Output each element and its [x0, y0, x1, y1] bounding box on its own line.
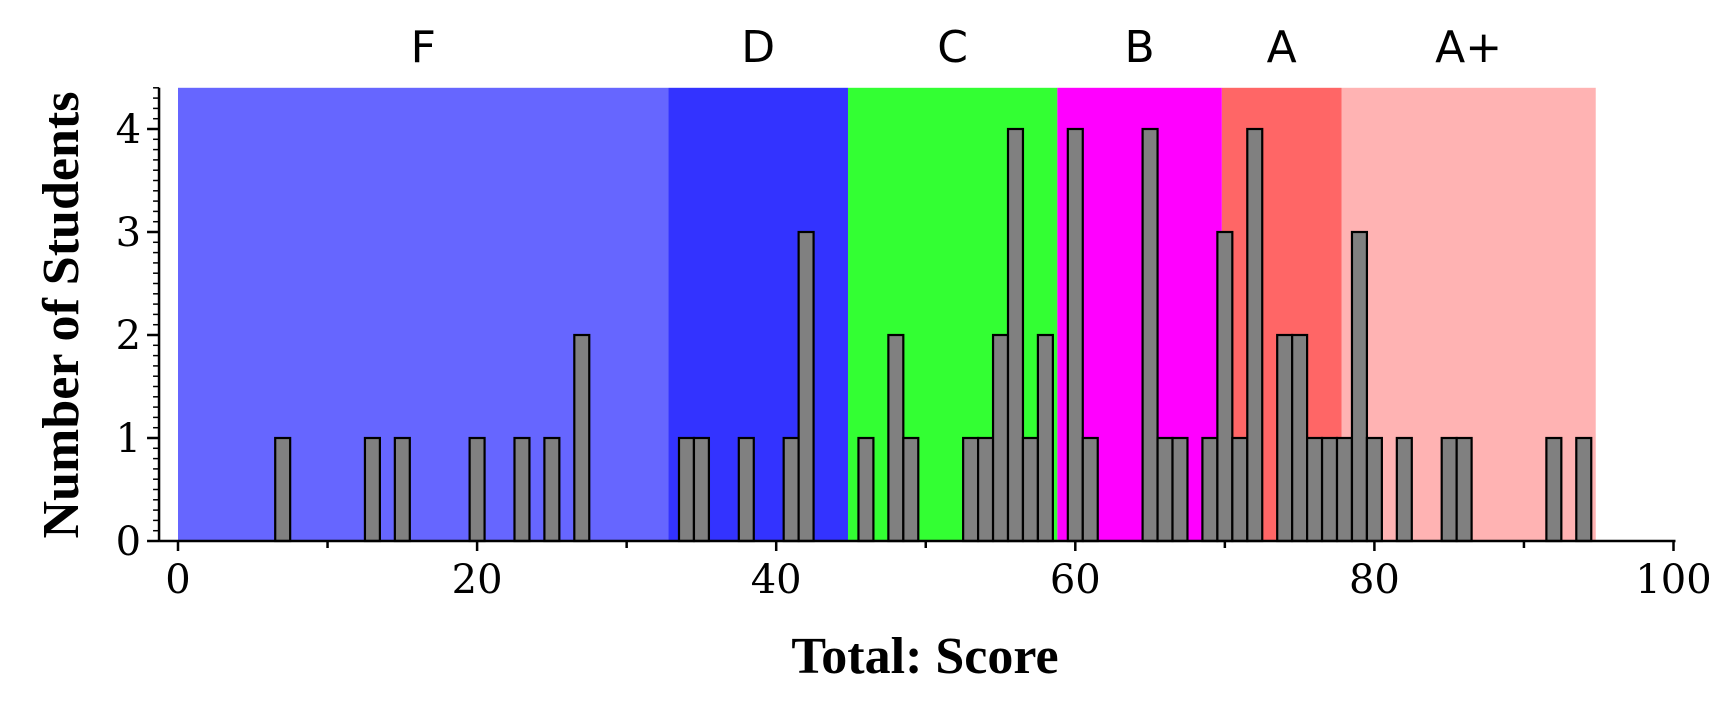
bar-74	[1276, 333, 1294, 543]
bar-55	[991, 333, 1010, 543]
x-tick-label-0: 0	[165, 557, 190, 603]
y-axis-title: Number of Students	[33, 92, 90, 539]
y-tick-label-2: 2	[116, 313, 141, 359]
bar-69	[1201, 436, 1219, 543]
bar-78	[1335, 436, 1354, 543]
bar-34	[677, 436, 696, 543]
grade-label-c: C	[937, 22, 968, 73]
bar-46	[857, 436, 875, 543]
bar-76	[1306, 436, 1324, 543]
bar-67	[1171, 436, 1189, 543]
bar-85	[1440, 436, 1458, 543]
y-tick-label-0: 0	[116, 519, 141, 565]
y-tick-label-3: 3	[116, 210, 141, 256]
bar-27	[573, 333, 591, 543]
bar-82	[1395, 436, 1413, 543]
bar-60	[1066, 127, 1084, 543]
grade-label-a: A	[1267, 22, 1297, 73]
x-tick-label-60: 60	[1050, 557, 1101, 603]
bar-58	[1036, 333, 1054, 543]
grade-label-d: D	[741, 22, 775, 73]
grade-band-f	[178, 87, 669, 542]
bar-70	[1216, 230, 1234, 543]
bar-49	[902, 436, 920, 543]
grade-labels: F D C B A A+	[411, 22, 1502, 73]
bar-7	[274, 436, 292, 543]
bar-75	[1291, 333, 1309, 543]
bar-92	[1545, 436, 1563, 543]
bar-80	[1365, 436, 1383, 543]
bar-53	[962, 436, 980, 543]
bar-77	[1320, 436, 1339, 543]
bar-72	[1246, 127, 1264, 543]
grade-label-b: B	[1125, 22, 1155, 73]
bar-35	[692, 436, 711, 543]
bar-71	[1231, 436, 1249, 543]
bar-86	[1455, 436, 1473, 543]
bar-54	[976, 436, 995, 543]
bar-94	[1575, 436, 1593, 543]
bar-13	[363, 436, 381, 543]
x-axis-title: Total: Score	[791, 628, 1058, 685]
bar-20	[468, 436, 486, 543]
bar-38	[737, 436, 755, 543]
x-tick-label-80: 80	[1349, 557, 1400, 603]
bar-79	[1350, 230, 1369, 543]
grade-bands	[178, 87, 1596, 542]
x-tick-label-40: 40	[751, 557, 802, 603]
y-tick-label-4: 4	[116, 107, 141, 153]
bar-56	[1006, 127, 1025, 543]
x-tick-label-100: 100	[1635, 557, 1711, 603]
bar-65	[1141, 127, 1159, 543]
bar-15	[393, 436, 411, 543]
bar-57	[1021, 436, 1040, 543]
bar-61	[1081, 436, 1099, 543]
bar-48	[887, 333, 905, 543]
bar-25	[543, 436, 561, 543]
x-tick-label-20: 20	[452, 557, 503, 603]
bar-41	[782, 436, 800, 543]
y-tick-label-1: 1	[116, 416, 141, 462]
bar-23	[513, 436, 531, 543]
bar-42	[797, 230, 815, 543]
grade-label-f: F	[411, 22, 436, 73]
grade-label-a-plus: A+	[1435, 22, 1502, 73]
bar-66	[1156, 436, 1174, 543]
